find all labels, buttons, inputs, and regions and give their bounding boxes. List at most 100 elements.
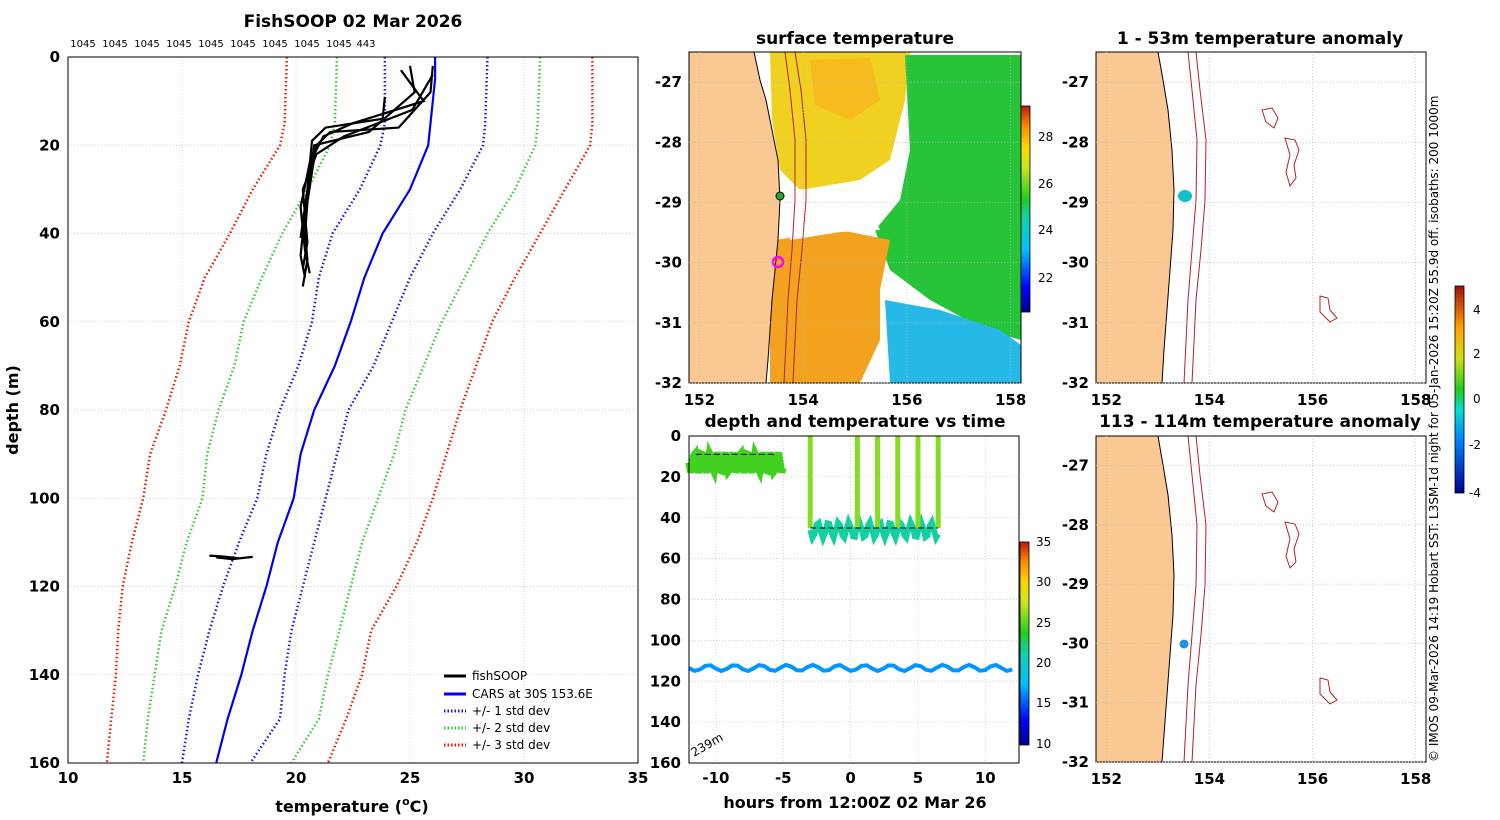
anomaly-bottom-ticks: 152 154 156 158 -27 -28 -29 -30 -31 -32 <box>1062 457 1431 788</box>
profile-legend: fishSOOP CARS at 30S 153.6E +/- 1 std de… <box>444 669 593 752</box>
profile-ylabel: depth (m) <box>3 365 22 455</box>
count-label: 1045 <box>230 39 255 50</box>
anomaly-top-lat-tick-label: -27 <box>1062 73 1089 91</box>
anomaly-cbar-tick: -2 <box>1469 438 1481 452</box>
anomaly-bottom-panel: 113 - 114m temperature anomaly 152 154 156… <box>1062 412 1431 788</box>
anomaly-top-observation <box>1178 190 1192 202</box>
count-label: 1045 <box>102 39 127 50</box>
anomaly-bottom-land <box>1096 436 1175 762</box>
sst-green-offshore-field <box>875 55 1021 340</box>
legend-label-std2: +/- 2 std dev <box>472 721 550 735</box>
sst-cbar-tick: 26 <box>1038 177 1053 191</box>
profile-x-tick-label: 30 <box>514 769 535 787</box>
profile-y-tick-label: 20 <box>39 136 60 154</box>
profile-x-tick-label: 15 <box>172 769 193 787</box>
side-caption: © IMOS 09-Mar-2026 14:19 Hobart SST: L3S… <box>1427 96 1441 762</box>
anomaly-top-lon-tick-label: 152 <box>1091 391 1122 409</box>
time-y-tick-label: 20 <box>660 468 681 486</box>
time-colorbar-ticks: 10 15 20 25 30 35 <box>1036 535 1051 751</box>
profile-x-tick-label: 35 <box>628 769 649 787</box>
anomaly-bottom-lon-tick-label: 152 <box>1091 770 1122 788</box>
profile-y-tick-label: 140 <box>29 666 60 684</box>
count-label: 1045 <box>262 39 287 50</box>
profile-series-fishsoop <box>299 96 386 239</box>
anomaly-bottom-observation <box>1179 639 1189 649</box>
profile-panel: FishSOOP 02 Mar 2026 1045 1045 1045 1045… <box>3 12 648 816</box>
anomaly-bottom-title: 113 - 114m temperature anomaly <box>1099 412 1421 432</box>
profile-count-labels: 1045 1045 1045 1045 1045 1045 1045 1045 … <box>70 39 375 50</box>
profile-series-2-std-dev <box>141 56 339 764</box>
time-panel-title: depth and temperature vs time <box>705 412 1006 432</box>
sst-lat-tick-label: -27 <box>655 73 682 91</box>
time-xlabel: hours from 12:00Z 02 Mar 26 <box>723 793 986 812</box>
profile-series <box>105 56 594 764</box>
anomaly-top-lon-tick-label: 154 <box>1194 391 1225 409</box>
anomaly-bottom-lon-tick-label: 154 <box>1194 770 1225 788</box>
anomaly-top-lat-tick-label: -31 <box>1062 314 1089 332</box>
legend-label-cars: CARS at 30S 153.6E <box>472 687 593 701</box>
sst-lon-tick-label: 156 <box>891 391 922 409</box>
sst-lat-tick-label: -31 <box>655 314 682 332</box>
profile-y-tick-label: 0 <box>50 48 60 66</box>
time-x-tick-label: 10 <box>975 769 996 787</box>
time-series-marks <box>685 436 1013 674</box>
time-cbar-tick: 15 <box>1036 696 1051 710</box>
anomaly-top-land <box>1096 52 1175 383</box>
sst-cbar-tick: 24 <box>1038 223 1053 237</box>
profile-series-fishsoop <box>299 69 426 274</box>
sst-lon-tick-label: 152 <box>684 391 715 409</box>
anomaly-top-lat-tick-label: -28 <box>1062 133 1089 151</box>
time-x-tick-label: -10 <box>702 769 729 787</box>
sst-isobath-1000 <box>792 52 807 383</box>
profile-y-tick-label: 120 <box>29 578 60 596</box>
profile-y-tick-label: 100 <box>29 489 60 507</box>
time-mark-deployment-2-on-bottom <box>807 513 941 547</box>
sst-cbar-tick: 28 <box>1038 130 1053 144</box>
count-label: 1045 <box>326 39 351 50</box>
anomaly-top-lat-tick-label: -30 <box>1062 254 1089 272</box>
time-cbar-tick: 30 <box>1036 575 1051 589</box>
sst-land <box>689 52 781 383</box>
profile-series-fishsoop <box>209 554 253 561</box>
profile-y-tick-label: 40 <box>39 225 60 243</box>
anomaly-bottom-grid <box>1096 436 1426 763</box>
profile-y-ticks: 0 20 40 60 80 100 120 140 160 <box>29 48 60 772</box>
anomaly-top-isobath-200 <box>1183 52 1198 383</box>
sst-map-grid <box>689 52 1021 384</box>
sst-colorbar-ticks: 22 24 26 28 <box>1038 130 1053 285</box>
profile-series-fishsoop <box>299 65 416 278</box>
sst-position-marker-magenta <box>771 255 785 269</box>
time-panel: depth and temperature vs time -10 -5 0 5 100… <box>650 412 1052 812</box>
count-label: 1045 <box>70 39 95 50</box>
anomaly-cbar-tick: -4 <box>1469 486 1481 500</box>
anomaly-top-ticks: 152 154 156 158 -27 -28 -29 -30 -31 -32 <box>1062 73 1431 409</box>
profile-x-tick-label: 25 <box>400 769 421 787</box>
time-mark-deployment-1-near-surface <box>685 440 787 485</box>
anomaly-top-lat-tick-label: -32 <box>1062 374 1089 392</box>
sst-yellow-band-field <box>790 185 880 240</box>
anomaly-top-lon-tick-label: 158 <box>1400 391 1431 409</box>
profile-series-cars-at-30s-153-6e <box>215 57 437 764</box>
anomaly-bottom-isobath-1000 <box>1191 436 1207 762</box>
anomaly-top-title: 1 - 53m temperature anomaly <box>1117 29 1403 49</box>
profile-x-tick-label: 20 <box>286 769 307 787</box>
anomaly-bottom-seamount-1 <box>1261 491 1279 513</box>
anomaly-bottom-seamount-2 <box>1284 521 1300 569</box>
sst-cbar-tick: 22 <box>1038 271 1053 285</box>
profile-grid <box>67 56 639 764</box>
time-cbar-tick: 20 <box>1036 656 1051 670</box>
sst-lon-tick-label: 158 <box>995 391 1026 409</box>
sst-orange-patch-north <box>810 58 880 120</box>
profile-series-1-std-dev <box>249 56 489 764</box>
time-bottom-depth-label: 239m <box>689 730 726 759</box>
time-y-tick-label: 160 <box>650 754 681 772</box>
sst-position-marker-green <box>775 191 785 201</box>
sst-lat-tick-label: -30 <box>655 254 682 272</box>
profile-y-tick-label: 80 <box>39 401 60 419</box>
anomaly-top-isobath-1000 <box>1191 52 1207 383</box>
time-y-tick-label: 80 <box>660 591 681 609</box>
anomaly-bottom-lat-tick-label: -27 <box>1062 457 1089 475</box>
anomaly-colorbar: -4 -2 0 2 4 <box>1454 285 1481 500</box>
